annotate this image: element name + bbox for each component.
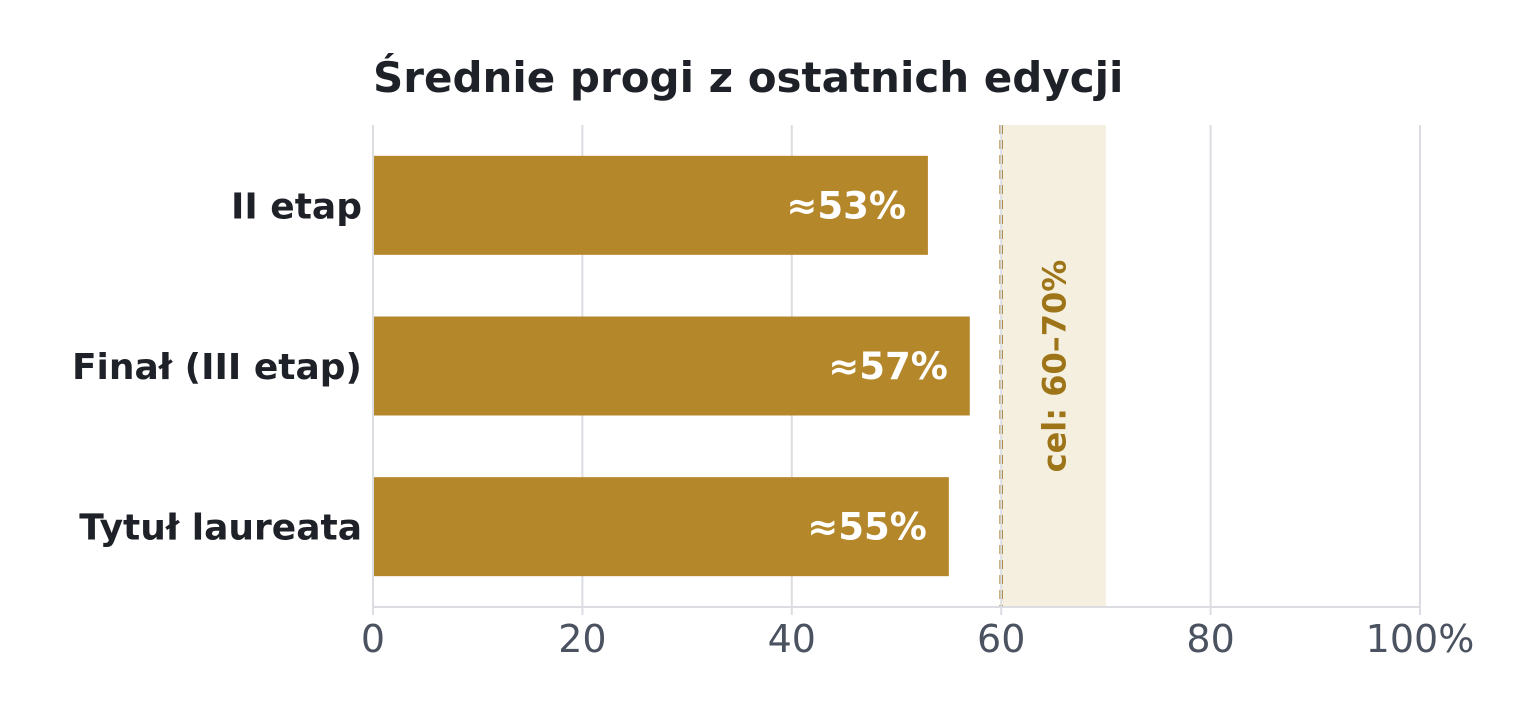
chart-title: Średnie progi z ostatnich edycji: [373, 52, 1123, 102]
category-label: Finał (III etap): [72, 347, 362, 388]
target-band-label: cel: 60–70%: [1036, 260, 1074, 473]
bar: [373, 477, 949, 577]
category-labels: II etap Finał (III etap) Tytuł laureata: [72, 186, 362, 548]
target-band-group: cel: 60–70%: [999, 125, 1106, 607]
x-tick-label: 20: [558, 617, 606, 661]
x-tick-label: 80: [1186, 617, 1234, 661]
x-tick-label: 100%: [1366, 617, 1475, 661]
x-tick-label: 40: [768, 617, 816, 661]
category-label: II etap: [231, 186, 362, 227]
bar: [373, 316, 970, 416]
target-band: [1001, 125, 1106, 607]
x-tick-label: 60: [977, 617, 1025, 661]
bar-value-label: ≈55%: [807, 506, 927, 549]
bars: ≈53% ≈57% ≈55%: [373, 155, 970, 577]
bar-value-label: ≈57%: [828, 345, 948, 388]
bar: [373, 155, 928, 255]
x-tick-label: 0: [361, 617, 385, 661]
bar-value-label: ≈53%: [786, 184, 906, 227]
category-label: Tytuł laureata: [79, 508, 362, 549]
x-axis: 0 20 40 60 80 100%: [361, 125, 1474, 661]
